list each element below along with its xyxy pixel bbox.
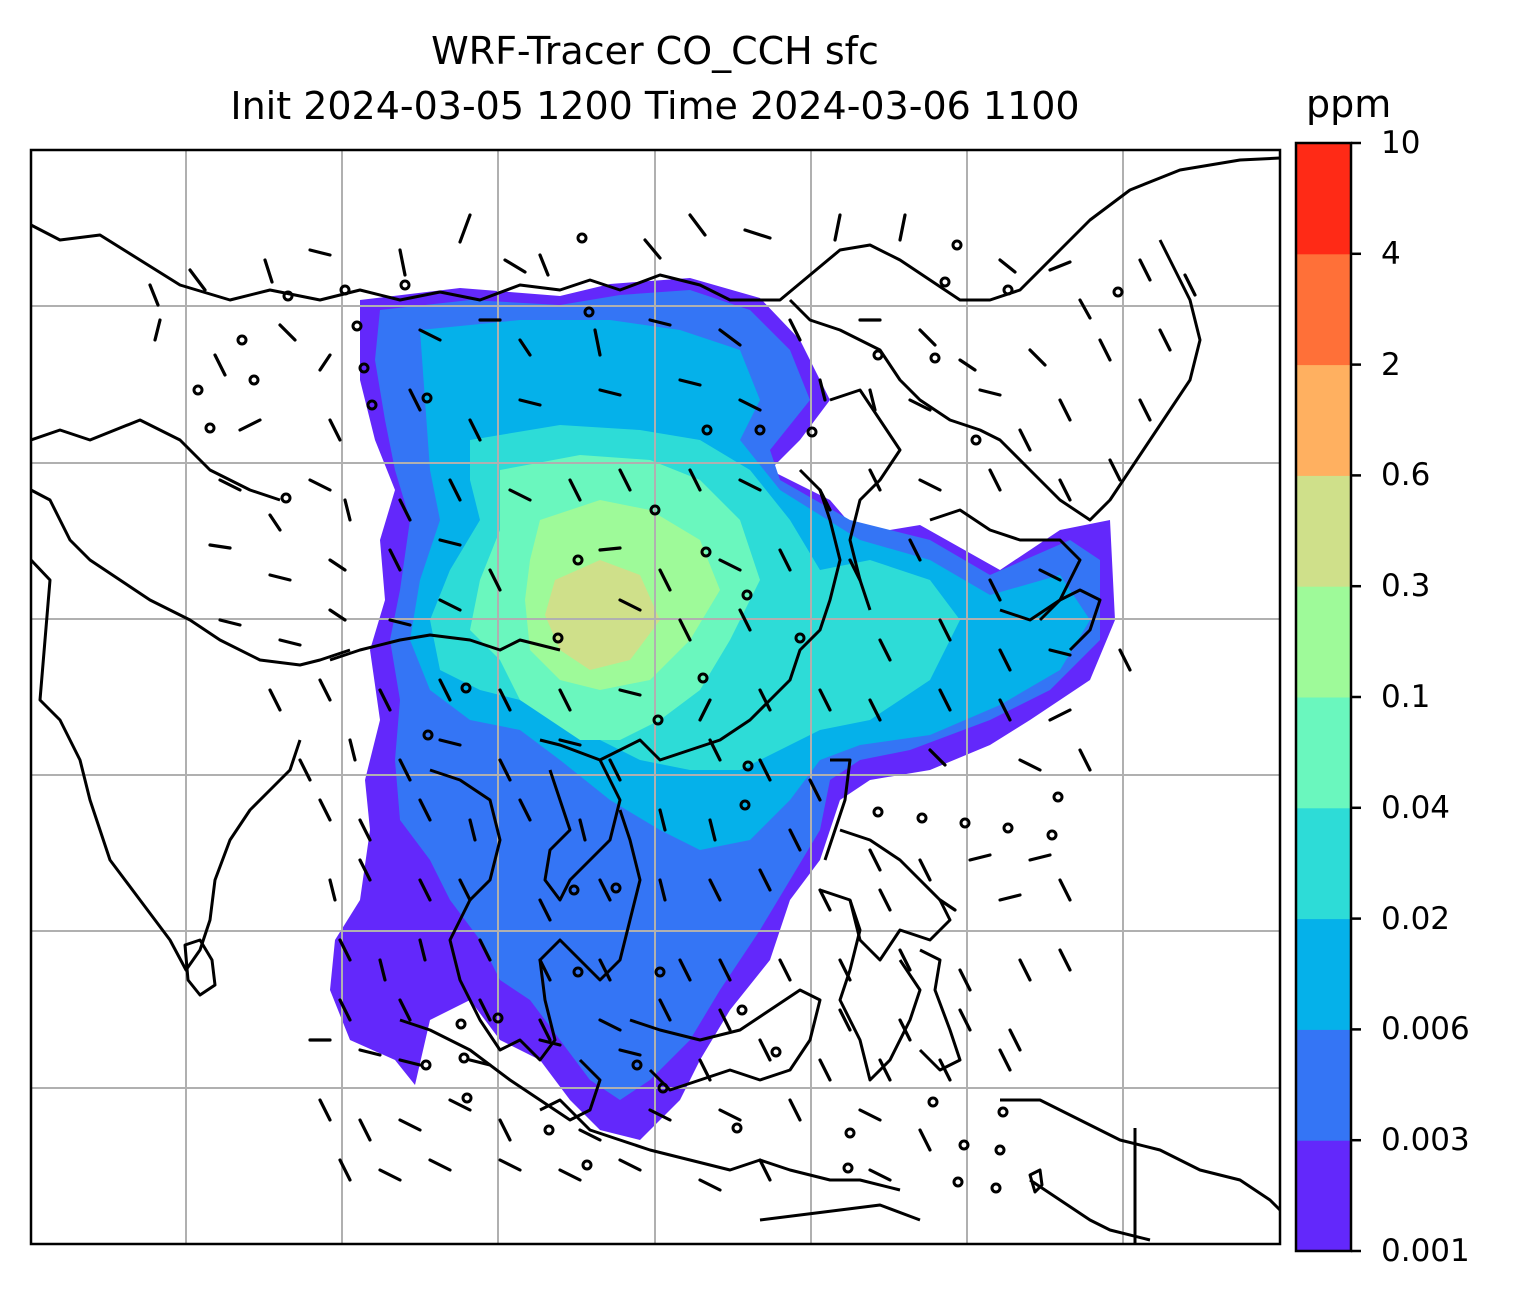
colorbar-segment — [1296, 475, 1351, 587]
colorbar-segment — [1296, 1029, 1351, 1141]
colorbar-segment — [1296, 586, 1351, 698]
colorbar-segment — [1296, 1140, 1351, 1252]
coastlines — [31, 156, 1280, 1244]
colorbar-tick-label: 0.001 — [1381, 1233, 1470, 1269]
colorbar — [1296, 143, 1351, 1252]
colorbar-tick-label: 0.04 — [1381, 789, 1451, 826]
colorbar-tick-label: 0.006 — [1381, 1011, 1470, 1048]
colorbar-segment — [1296, 918, 1351, 1030]
colorbar-tick-label: 10 — [1381, 125, 1421, 161]
colorbar-tick-label: 0.6 — [1381, 457, 1431, 494]
colorbar-unit-label: ppm — [1306, 82, 1392, 126]
colorbar-tick-label: 4 — [1381, 235, 1401, 272]
wind-barbs — [148, 213, 1197, 1192]
map-gridlines — [31, 150, 1280, 1244]
map-title-line2: Init 2024-03-05 1200 Time 2024-03-06 110… — [230, 84, 1080, 128]
colorbar-segment — [1296, 143, 1351, 255]
colorbar-tick-label: 0.1 — [1381, 679, 1431, 715]
colorbar-ticks — [1351, 141, 1361, 1253]
colorbar-segment — [1296, 253, 1351, 366]
colorbar-tick-label: 0.02 — [1381, 900, 1451, 937]
concentration-field — [330, 278, 1115, 1140]
calm-wind-markers — [192, 232, 1124, 1194]
colorbar-tick-label: 2 — [1381, 346, 1401, 383]
colorbar-segment — [1296, 807, 1351, 920]
colorbar-segment — [1296, 364, 1351, 476]
field-band-7 — [545, 560, 660, 670]
colorbar-tick-label: 0.003 — [1381, 1122, 1470, 1159]
map-frame — [29, 148, 1282, 1246]
map-title-line1: WRF-Tracer CO_CCH sfc — [431, 29, 879, 73]
colorbar-segment — [1296, 697, 1351, 809]
colorbar-tick-label: 0.3 — [1381, 568, 1431, 605]
